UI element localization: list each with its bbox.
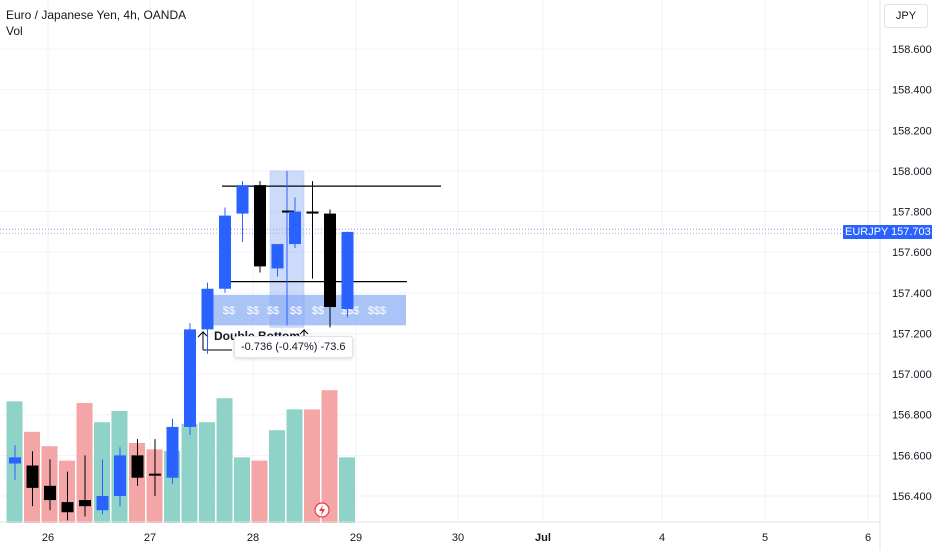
price-tick-label: 156.800 [892, 410, 932, 422]
candle-body [79, 500, 91, 507]
zone-label: $$$ [368, 305, 386, 317]
time-tick-label: Jul [535, 532, 551, 544]
volume-bar [251, 460, 268, 523]
volume-legend[interactable]: Vol [6, 24, 23, 38]
candle-body [201, 288, 214, 330]
demand-zone [203, 294, 406, 326]
time-tick-label: 5 [762, 532, 768, 544]
price-tick-label: 157.000 [892, 369, 932, 381]
candle-body [44, 485, 56, 501]
volume-bar [234, 457, 250, 523]
pattern-pointer-2 [299, 328, 309, 338]
symbol-price-tag: EURJPY [843, 225, 891, 239]
candle-body [236, 185, 249, 214]
time-tick-label: 26 [42, 532, 54, 544]
candle-body [96, 496, 109, 511]
candle-body [219, 215, 231, 289]
symbol-title[interactable]: Euro / Japanese Yen, 4h, OANDA [6, 8, 187, 22]
candles [9, 181, 354, 521]
measure-tooltip: -0.736 (-0.47%) -73.6 [234, 336, 353, 358]
candle-body [61, 502, 74, 513]
time-tick-label: 4 [659, 532, 665, 544]
candle-body [254, 185, 266, 267]
time-tick-label: 28 [247, 532, 259, 544]
volume-bar [269, 430, 285, 523]
price-tick-label: 158.400 [892, 85, 932, 97]
price-tick-label: 156.600 [892, 450, 932, 462]
candle-body [9, 457, 21, 464]
zone-label: $$ [290, 305, 302, 317]
time-tick-label: 27 [144, 532, 156, 544]
candle-body [149, 473, 161, 476]
time-tick-label: 6 [865, 532, 871, 544]
volume-bar [199, 422, 215, 523]
zone-label: $$ [247, 305, 259, 317]
lightning-glyph [319, 505, 325, 516]
zone-label: $$ [267, 305, 279, 317]
candle-body [166, 426, 179, 478]
price-tick-label: 157.600 [892, 247, 932, 259]
candle-body [114, 455, 126, 496]
price-tick-label: 158.600 [892, 44, 932, 56]
price-tick-label: 157.800 [892, 207, 932, 219]
candle-body [324, 213, 336, 308]
volume-bar [216, 398, 233, 523]
candle-body [341, 231, 354, 310]
price-tick-label: 157.400 [892, 288, 932, 300]
candle-body [184, 329, 196, 427]
volume-bars [6, 390, 355, 523]
zone-label: $$ [223, 305, 235, 317]
volume-bar [286, 409, 303, 523]
price-tick-label: 158.200 [892, 125, 932, 137]
candle-body [131, 455, 144, 478]
volume-bar [339, 457, 355, 523]
volume-bar [321, 390, 338, 523]
price-tick-label: 158.000 [892, 166, 932, 178]
time-tick-label: 29 [350, 532, 362, 544]
candle-body [289, 211, 301, 245]
zone-label: $$ [312, 305, 324, 317]
price-tick-label: 157.200 [892, 328, 932, 340]
time-tick-label: 30 [452, 532, 464, 544]
price-tick-label: 156.400 [892, 491, 932, 503]
currency-button[interactable]: JPY [884, 4, 928, 28]
candle-body [271, 244, 284, 269]
volume-bar [304, 409, 320, 523]
last-price-tag: 157.703 [889, 225, 932, 239]
volume-bar [181, 423, 198, 523]
candle-body [26, 465, 39, 488]
candle-body [306, 211, 319, 214]
